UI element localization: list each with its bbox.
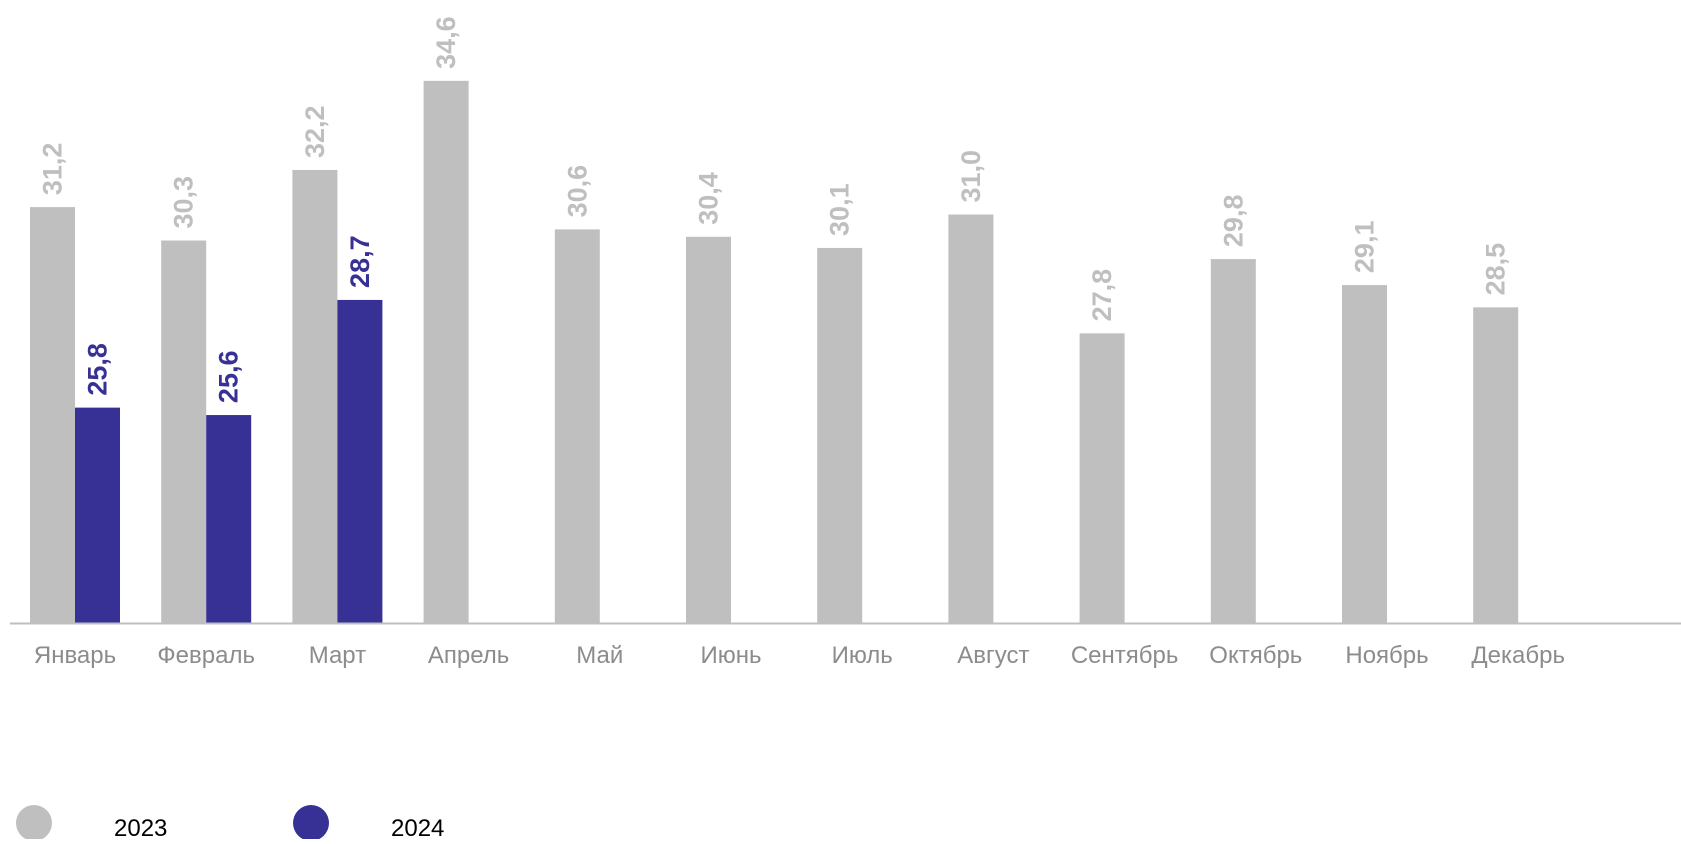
bar-2023-10 [1210,259,1256,623]
x-tick-label: Август [957,642,1029,669]
bar-2024-2 [206,415,252,623]
data-label-2023-7: 30,1 [825,183,855,236]
data-label-2023-9: 27,8 [1087,269,1117,322]
bar-2024-1 [75,407,120,623]
legend-marker-2024 [293,805,329,841]
data-label-2023-4: 34,6 [431,16,461,69]
x-tick-label: Май [576,642,623,669]
data-label-2024-3: 28,7 [345,235,375,288]
bar-2023-2 [161,240,207,624]
bar-2023-12 [1473,307,1519,623]
bar-2023-11 [1342,285,1387,623]
bars-layer [30,80,1519,624]
bar-2023-8 [948,214,994,623]
legend-marker-2023 [16,805,52,841]
x-tick-label: Апрель [428,642,509,669]
legend: 2023 2024 [16,805,444,842]
bar-2023-4 [423,80,469,623]
x-tick-label: Октябрь [1209,642,1302,669]
x-tick-label: Ноябрь [1345,642,1428,669]
data-label-2024-1: 25,8 [83,343,113,396]
data-label-2023-2: 30,3 [169,176,199,229]
bar-2023-9 [1079,333,1125,623]
data-label-2023-10: 29,8 [1218,195,1248,248]
category-labels-layer: Январь Февраль Март Апрель Май Июнь Июль Август… [34,642,1565,669]
data-label-2023-8: 31,0 [956,150,986,203]
bar-2023-7 [817,247,863,624]
x-tick-label: Март [309,642,366,669]
data-label-2023-6: 30,4 [694,172,724,225]
x-tick-label: Июль [832,642,893,669]
bar-2023-6 [686,236,731,624]
bar-2023-5 [554,229,600,623]
data-label-2023-11: 29,1 [1350,221,1380,274]
x-tick-label: Январь [34,642,116,669]
bar-2023-3 [292,169,338,624]
bar-2024-3 [337,299,383,623]
data-labels-layer: 31,2 30,3 32,2 34,6 30,6 30,4 30,1 31,0 27,8 29,8… [38,16,1511,403]
legend-label-2024: 2024 [391,815,444,839]
data-label-2023-12: 28,5 [1481,243,1511,296]
bar-2023-1 [30,207,75,623]
x-tick-label: Сентябрь [1071,642,1179,669]
data-label-2023-5: 30,6 [562,165,592,218]
x-tick-label: Декабрь [1471,642,1565,669]
x-tick-label: Февраль [157,642,255,669]
data-label-2023-3: 32,2 [300,105,330,158]
data-label-2024-2: 25,6 [214,350,244,403]
data-label-2023-1: 31,2 [38,143,68,196]
x-tick-label: Июнь [700,642,761,669]
legend-label-2023: 2023 [114,815,167,839]
